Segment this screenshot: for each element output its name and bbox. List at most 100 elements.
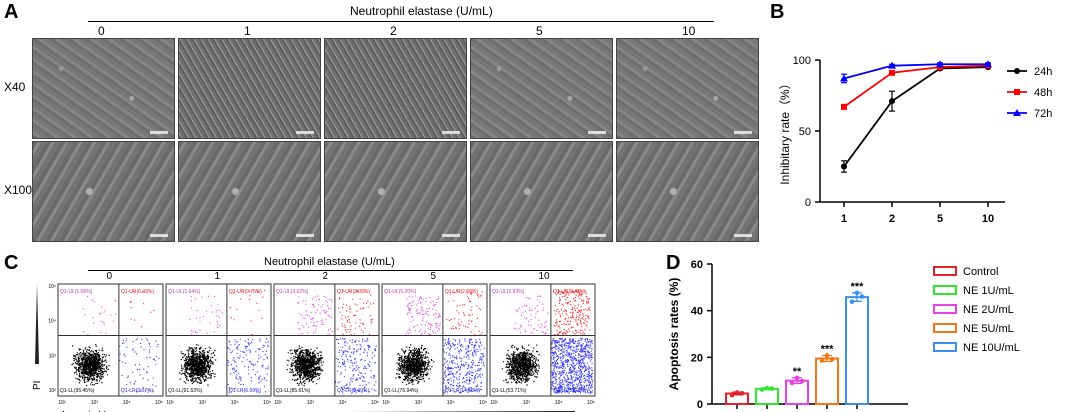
panel-c-col-label: 0 <box>106 271 113 282</box>
ll-population <box>395 344 435 386</box>
x-tick-label: 10³ <box>199 400 207 406</box>
y-tick-label: 20 <box>691 352 703 364</box>
legend-marker <box>1014 68 1020 74</box>
bar-NE 5U/mL <box>815 357 839 405</box>
x-tick-label: 10³ <box>307 400 315 406</box>
x-tick-label: 10⁵ <box>263 400 271 406</box>
data-point <box>794 375 800 381</box>
series-line-24h <box>843 66 989 168</box>
x-tick-label: 10⁴ <box>231 400 239 406</box>
series-line-48h <box>843 64 989 108</box>
quadrant-lr-label: Q1-LR(3.07%) <box>121 388 154 394</box>
panel-c-header-line <box>88 270 573 271</box>
panel-a-col-label: 0 <box>98 24 105 38</box>
data-point <box>841 103 847 110</box>
panel-c-col-label: 10 <box>538 271 550 282</box>
legend-label: Control <box>963 266 998 278</box>
row-label-x100: X100 <box>4 183 33 197</box>
x-tick-label: 2 <box>889 213 895 225</box>
y-axis-title: Apoptosis rates (%) <box>667 278 681 391</box>
ul-population <box>405 295 441 336</box>
y-tick-label: 0 <box>805 197 811 209</box>
flow-plot-0 <box>57 283 164 397</box>
x-tick-label: 10⁵ <box>587 400 595 406</box>
legend-label: NE 2U/mL <box>963 304 1014 316</box>
panel-c-col-label: 2 <box>322 271 329 282</box>
legend-label: 48h <box>1034 87 1052 99</box>
micrograph-x100-1 <box>178 141 321 242</box>
legend-label: NE 5U/mL <box>963 323 1014 335</box>
panel-label-c: C <box>4 252 19 274</box>
legend-label: NE 10U/mL <box>963 342 1020 354</box>
x-tick-label: 10³ <box>91 400 99 406</box>
data-point <box>936 60 944 68</box>
data-point <box>769 386 775 391</box>
series-line-72h <box>843 63 988 80</box>
micrograph-x100-10 <box>616 141 759 242</box>
ur-population <box>446 291 483 336</box>
quadrant-ul-label: Q1-UL(1.06%) <box>60 289 93 295</box>
y-tick-label: 40 <box>691 306 703 318</box>
micrograph-x100-0 <box>32 141 175 242</box>
x-tick-label: 10³ <box>523 400 531 406</box>
legend-swatch <box>933 342 957 352</box>
quadrant-lr-label: Q1-LR(14.68%) <box>445 388 480 394</box>
flow-plot-1 <box>165 283 272 397</box>
x-tick-label: 10⁵ <box>371 400 379 406</box>
y-axis-title-pi: PI <box>32 381 43 390</box>
data-point <box>819 358 825 363</box>
x-tick-label: 10⁴ <box>555 400 563 406</box>
ul-population <box>513 295 549 335</box>
x-tick-label: 10⁵ <box>479 400 487 406</box>
x-tick-label: 10⁴ <box>123 400 131 406</box>
quadrant-ul-label: Q1-UL(3.62%) <box>276 289 309 295</box>
data-point <box>984 60 992 68</box>
y-tick-label: 100 <box>793 55 811 67</box>
x-tick-label: 1 <box>841 213 847 225</box>
bar-NE 1U/mL <box>755 387 779 405</box>
data-point <box>841 163 847 170</box>
flow-cytometry-plots: Q1-UL(1.06%) Q1-UR(0.43%) Q1-LL(95.45%) Q1-… <box>32 283 596 412</box>
data-point <box>840 74 848 82</box>
panel-c-header: Neutrophil elastase (U/mL) <box>264 256 395 268</box>
data-point <box>729 392 735 398</box>
data-point <box>889 98 895 105</box>
data-point <box>734 390 740 395</box>
ll-population <box>286 345 324 387</box>
panel-a-col-label: 2 <box>390 24 397 38</box>
x-tick-label: 10³ <box>415 400 423 406</box>
legend-swatch <box>933 266 957 276</box>
micrograph-x100-5 <box>470 141 613 242</box>
data-point <box>829 356 835 362</box>
y-tick-label: 10² <box>49 388 57 394</box>
y-tick-label: 60 <box>691 259 703 271</box>
data-point <box>739 390 745 396</box>
ur-population <box>553 289 591 336</box>
micrograph-x100-2 <box>324 141 467 242</box>
x-tick-label: 10⁵ <box>155 400 163 406</box>
lr-population <box>119 338 160 393</box>
chart-d-apoptosis: 0 20 40 60 Apoptosis rates (%) Control NE 1U/m… <box>667 259 1020 411</box>
y-tick-label: 0 <box>697 399 703 411</box>
panel-label-d: D <box>666 252 681 274</box>
x-tick-label: 10² <box>382 400 390 406</box>
x-tick-label: 10⁴ <box>339 400 347 406</box>
quadrant-ll-label: Q1-LL(91.53%) <box>168 388 203 394</box>
micrograph-x40-0 <box>32 38 175 139</box>
micrograph-x40-1 <box>178 38 321 139</box>
ll-population <box>501 344 540 386</box>
legend-marker <box>1013 109 1021 116</box>
chart-b-inhibitory-rate: 0 50 100 1 2 5 10 Inhibitary rate（%） 24h 48h 72h <box>778 55 1052 225</box>
quadrant-ll-label: Q1-LL(95.45%) <box>60 388 95 394</box>
legend-swatch <box>933 323 957 333</box>
quadrant-lr-label: Q1-LR(8.69%) <box>337 388 370 394</box>
x-tick-label: 10⁴ <box>447 400 455 406</box>
data-point <box>799 378 805 384</box>
flow-dots <box>395 291 485 394</box>
panel-c-col-label: 1 <box>214 271 221 282</box>
panel-a-col-label: 1 <box>244 24 251 38</box>
significance-mark: ** <box>793 366 802 378</box>
data-point <box>849 299 855 305</box>
lr-population <box>227 338 269 394</box>
legend-label: 24h <box>1034 66 1052 78</box>
